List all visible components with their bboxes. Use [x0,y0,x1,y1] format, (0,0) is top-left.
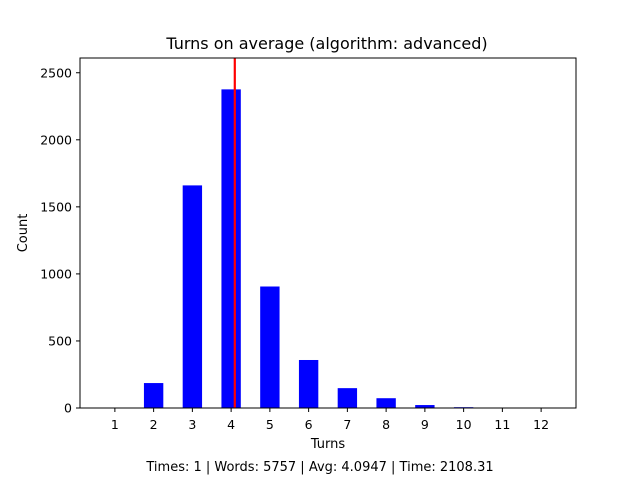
x-tick-label: 2 [150,417,158,432]
bar-7 [337,388,358,408]
bar-2 [143,383,164,408]
y-axis-ticks: 0 500 1000 1500 2000 2500 [40,65,80,416]
bars [143,89,513,409]
y-tick-label: 1000 [40,266,72,281]
y-tick-label: 500 [48,333,72,348]
x-tick-label: 10 [456,417,472,432]
x-axis-ticks: 1 2 3 4 5 6 7 8 9 10 11 12 [111,408,549,432]
chart-title: Turns on average (algorithm: advanced) [165,34,487,53]
x-tick-label: 3 [188,417,196,432]
x-tick-label: 9 [421,417,429,432]
x-tick-label: 8 [382,417,390,432]
x-tick-label: 12 [533,417,549,432]
x-tick-label: 5 [266,417,274,432]
x-tick-label: 11 [494,417,510,432]
bar-8 [376,398,396,408]
bar-3 [182,185,203,408]
y-tick-label: 0 [64,401,72,416]
y-tick-label: 2500 [40,65,72,80]
plot-area [80,58,576,408]
bar-9 [415,405,435,408]
bar-4 [221,89,241,409]
x-tick-label: 7 [343,417,351,432]
x-tick-label: 6 [305,417,313,432]
x-tick-label: 4 [227,417,235,432]
footer-stats: Times: 1 | Words: 5757 | Avg: 4.0947 | T… [145,460,493,475]
plot-background [80,58,576,408]
bar-6 [298,359,319,408]
y-axis-label: Count [16,214,31,253]
y-tick-label: 2000 [40,132,72,147]
bar-5 [260,286,280,408]
x-tick-label: 1 [111,417,119,432]
axes-border [79,57,577,409]
axes-frame [79,57,577,409]
x-axis-label: Turns [310,437,346,452]
y-tick-label: 1500 [40,199,72,214]
